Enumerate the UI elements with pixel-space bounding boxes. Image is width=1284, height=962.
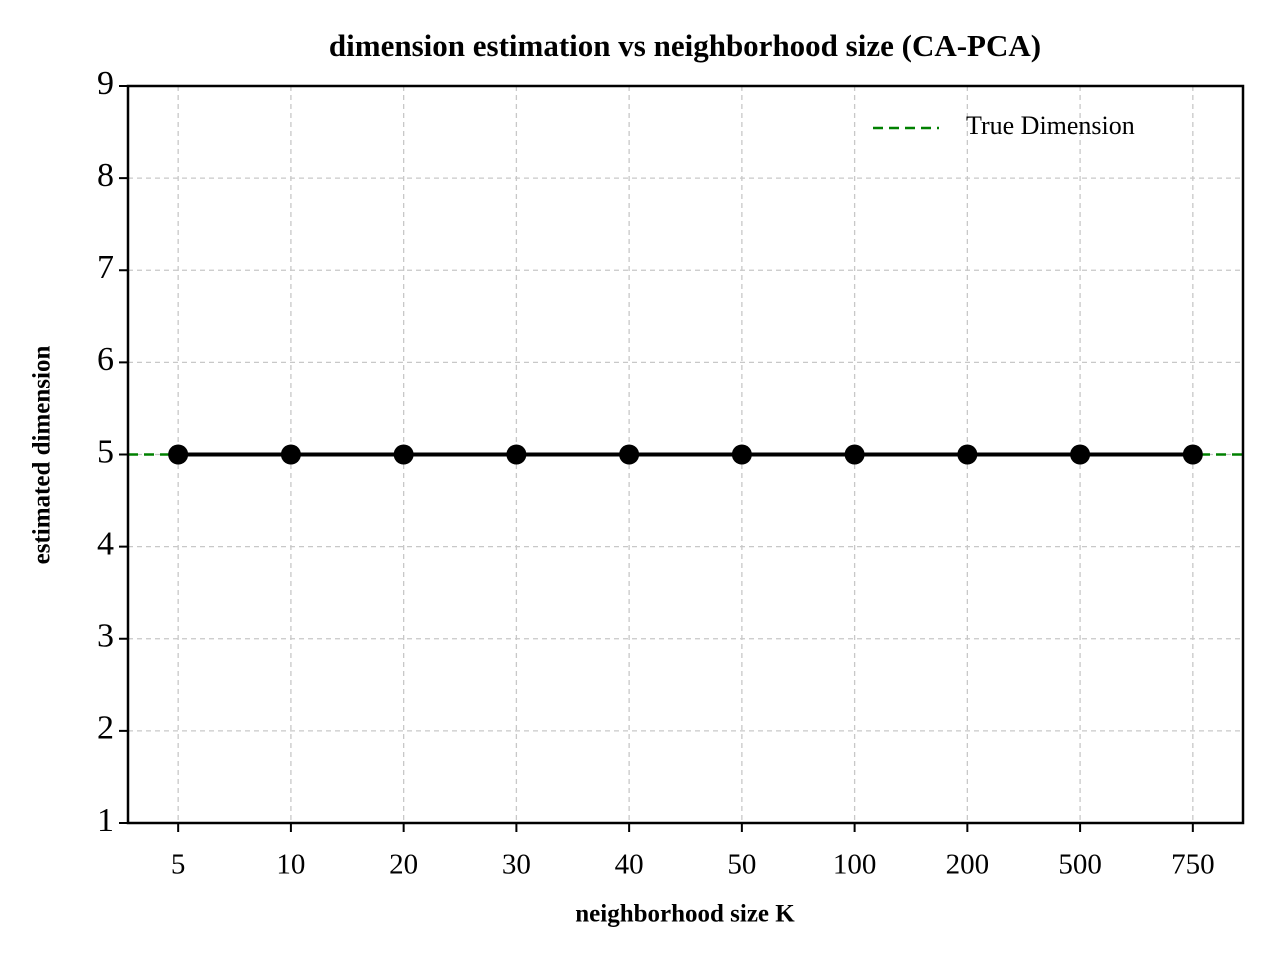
data-point (619, 444, 640, 465)
data-point (393, 444, 414, 465)
y-tick-label: 5 (97, 433, 114, 470)
y-tick-label: 6 (97, 341, 114, 378)
y-tick-label: 2 (97, 710, 114, 747)
y-tick-label: 1 (97, 802, 114, 839)
x-tick-label: 5 (171, 849, 186, 881)
x-tick-label: 50 (727, 849, 756, 881)
grid (128, 85, 1243, 824)
data-point (280, 444, 301, 465)
data-point (844, 444, 865, 465)
y-tick-label: 9 (97, 65, 114, 102)
x-tick-label: 40 (615, 849, 644, 881)
x-tick-label: 10 (276, 849, 305, 881)
x-tick-label: 200 (946, 849, 990, 881)
x-tick-label: 100 (833, 849, 877, 881)
y-tick-label: 7 (97, 249, 114, 286)
data-point (506, 444, 527, 465)
legend-label: True Dimension (966, 111, 1135, 140)
data-point (957, 444, 978, 465)
y-tick-label: 8 (97, 157, 114, 194)
x-axis-label: neighborhood size K (575, 901, 795, 928)
y-tick-label: 3 (97, 618, 114, 655)
plot (128, 444, 1243, 465)
data-point (1182, 444, 1203, 465)
chart-title: dimension estimation vs neighborhood siz… (329, 28, 1041, 63)
y-axis-label: estimated dimension (29, 346, 56, 565)
x-tick-label: 20 (389, 849, 418, 881)
x-tick-label: 750 (1171, 849, 1215, 881)
data-point (1070, 444, 1091, 465)
x-tick-label: 500 (1058, 849, 1102, 881)
y-tick-label: 4 (97, 525, 114, 562)
x-tick-label: 30 (502, 849, 531, 881)
data-point (731, 444, 752, 465)
data-point (168, 444, 189, 465)
